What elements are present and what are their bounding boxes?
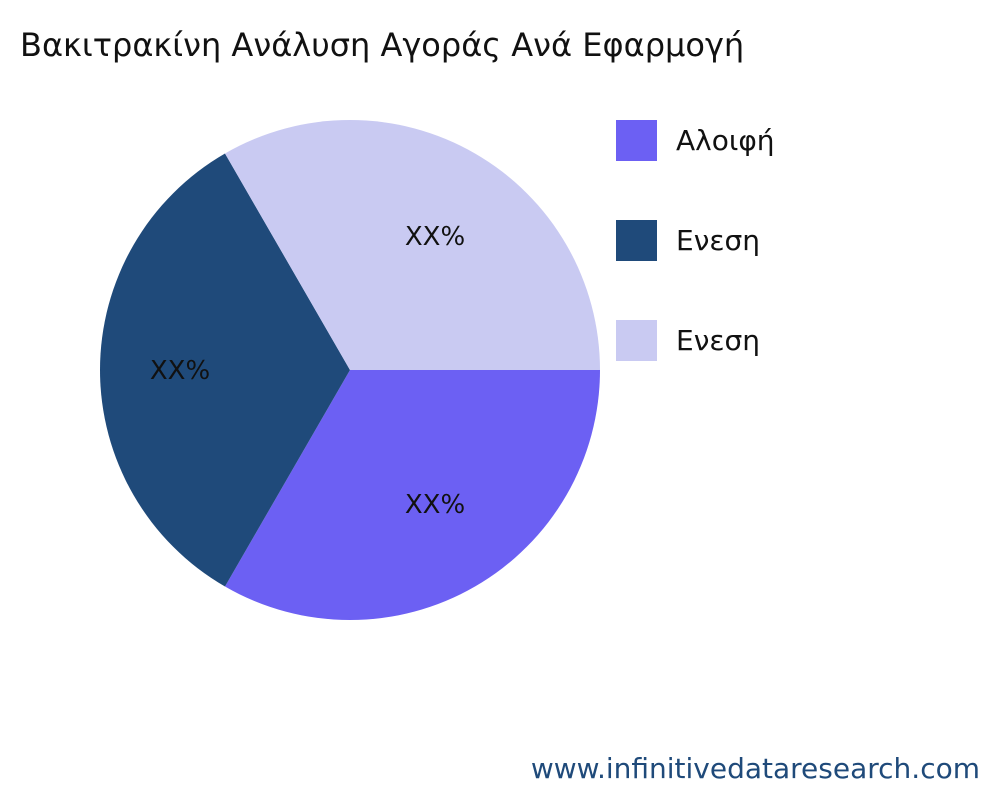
legend-swatch	[616, 320, 657, 361]
legend-label: Ενεση	[676, 224, 760, 257]
chart-title: Βακιτρακίνη Ανάλυση Αγοράς Ανά Εφαρμογή	[20, 26, 745, 64]
pie-slice-2[interactable]	[225, 119, 600, 370]
legend-label: Αλοιφή	[676, 124, 775, 157]
legend-item-0[interactable]: Αλοιφή	[616, 120, 775, 161]
pie-slice-0[interactable]	[225, 370, 600, 620]
slice-label-1: XX%	[150, 356, 210, 386]
footer-url[interactable]: www.infinitivedataresearch.com	[530, 752, 980, 785]
legend-label: Ενεση	[676, 324, 760, 357]
legend-item-1[interactable]: Ενεση	[616, 220, 760, 261]
slice-label-2: XX%	[405, 222, 465, 252]
legend-item-2[interactable]: Ενεση	[616, 320, 760, 361]
legend-swatch	[616, 120, 657, 161]
slice-label-0: XX%	[405, 490, 465, 520]
legend-swatch	[616, 220, 657, 261]
